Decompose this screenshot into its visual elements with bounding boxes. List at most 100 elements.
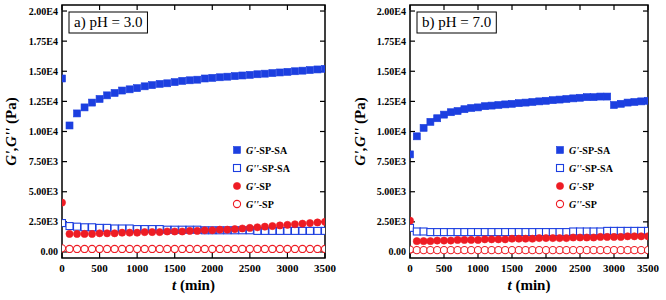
data-point (216, 245, 223, 252)
data-point (96, 245, 103, 252)
data-point (522, 247, 529, 254)
x-tick-label: 1000 (467, 262, 490, 274)
data-point (73, 245, 80, 252)
data-point (81, 230, 88, 237)
x-tick-label: 0 (407, 262, 413, 274)
data-marks (410, 93, 648, 254)
series (62, 245, 325, 253)
data-point (563, 235, 570, 242)
title-box (69, 12, 147, 33)
y-tick (62, 131, 67, 132)
data-point (314, 219, 321, 226)
data-point (461, 229, 468, 236)
data-point (299, 245, 306, 252)
data-point (119, 229, 126, 236)
data-point (536, 247, 543, 254)
x-tick-label: 2500 (569, 262, 592, 274)
data-point (427, 247, 434, 254)
y-tick (410, 41, 415, 42)
x-tick-label: 2000 (201, 262, 224, 274)
data-point (502, 229, 509, 236)
data-point (624, 247, 631, 254)
data-point (549, 97, 556, 104)
y-tick (62, 191, 67, 192)
legend-label: G'-SP-SA (246, 145, 288, 156)
data-point (224, 245, 231, 252)
data-point (111, 230, 118, 237)
x-tick (61, 253, 62, 258)
data-point (126, 86, 133, 93)
data-point (209, 74, 216, 81)
data-point (246, 71, 253, 78)
data-point (515, 235, 522, 242)
data-point (284, 68, 291, 75)
data-point (156, 80, 163, 87)
data-point (141, 228, 148, 235)
data-point (81, 224, 88, 231)
y-tick (62, 10, 67, 11)
legend-label: G''-SP (569, 199, 597, 210)
data-point (306, 67, 313, 74)
data-point (291, 245, 298, 252)
data-point (509, 229, 516, 236)
data-point (103, 230, 110, 237)
data-point (134, 229, 141, 236)
data-point (461, 236, 468, 243)
data-point (119, 87, 126, 94)
data-point (164, 228, 171, 235)
data-point (522, 229, 529, 236)
data-point (631, 247, 638, 254)
series (62, 65, 325, 129)
y-tick-label: 1.00E4 (29, 126, 58, 137)
data-point (134, 85, 141, 92)
data-point (556, 235, 563, 242)
data-point (529, 247, 536, 254)
data-point (291, 68, 298, 75)
data-point (254, 224, 261, 231)
x-tick (61, 5, 62, 10)
legend-label: G'-SP-SA (569, 145, 611, 156)
panel-label: a) pH = 3.0 (69, 12, 147, 33)
data-point (141, 245, 148, 252)
data-point (171, 245, 178, 252)
series (410, 246, 648, 254)
data-point (88, 230, 95, 237)
data-point (522, 235, 529, 242)
data-point (171, 228, 178, 235)
data-point (81, 104, 88, 111)
data-point (239, 245, 246, 252)
data-point (481, 103, 488, 110)
data-point (306, 219, 313, 226)
y-tick-label: 5.00E3 (377, 186, 406, 197)
data-point (164, 80, 171, 87)
data-point (536, 98, 543, 105)
y-tick (320, 131, 325, 132)
data-point (88, 245, 95, 252)
legend-label: G''-SP-SA (569, 163, 614, 174)
data-point (427, 229, 434, 236)
data-point (515, 100, 522, 107)
data-point (201, 75, 208, 82)
data-point (617, 100, 624, 107)
x-tick (99, 253, 100, 258)
data-point (322, 227, 326, 234)
data-point (549, 247, 556, 254)
data-point (276, 69, 283, 76)
y-tick-label: 1.75E4 (29, 36, 58, 47)
x-tick-label: 500 (91, 262, 108, 274)
data-point (291, 221, 298, 228)
data-point (269, 70, 276, 77)
y-tick-label: 0.00 (389, 246, 407, 257)
data-point (314, 227, 321, 234)
y-tick-label: 7.50E3 (377, 156, 406, 167)
x-tick (443, 5, 444, 10)
data-point (583, 234, 590, 241)
x-tick-label: 3000 (603, 262, 626, 274)
data-point (597, 247, 604, 254)
data-point (126, 245, 133, 252)
x-axis-label: t (min) (508, 277, 551, 294)
data-point (239, 72, 246, 79)
data-point (89, 99, 96, 106)
legend: G'-SP-SAG''-SP-SAG'-SPG''-SP (556, 145, 613, 210)
data-point (631, 98, 638, 105)
